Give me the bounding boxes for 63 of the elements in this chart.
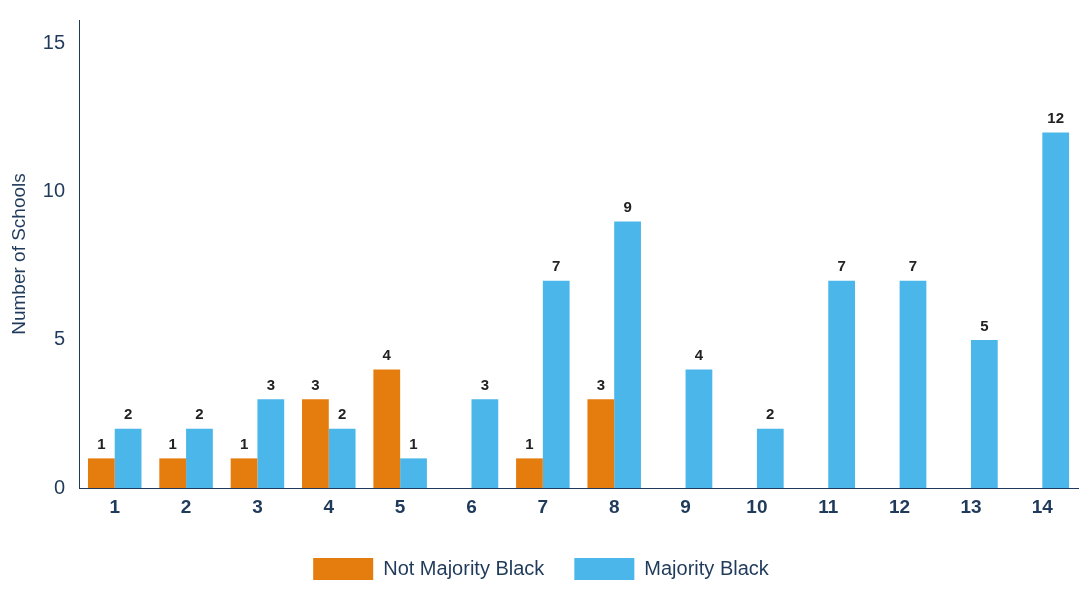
data-label: 2 [123, 405, 133, 423]
data-label: 3 [596, 375, 605, 393]
bar [542, 280, 570, 488]
y-tick-label: 0 [53, 475, 66, 498]
data-label: 5 [980, 316, 989, 334]
data-label: 1 [239, 435, 249, 453]
bar [257, 399, 285, 488]
data-label: 4 [694, 346, 704, 364]
data-label: 2 [195, 405, 204, 423]
bar [516, 458, 543, 488]
x-tick-label: 13 [960, 495, 982, 517]
data-label: 1 [168, 435, 177, 453]
bar [756, 428, 784, 488]
legend-label: Not Majority Black [383, 556, 546, 579]
bar [302, 399, 329, 488]
data-label: 7 [908, 257, 918, 275]
data-label: 3 [266, 375, 275, 393]
data-label: 12 [1047, 109, 1065, 127]
bar [587, 399, 615, 488]
x-tick-label: 9 [680, 495, 691, 517]
data-label: 1 [97, 435, 106, 453]
y-tick-label: 5 [53, 327, 66, 350]
bar [970, 339, 998, 488]
bar [87, 458, 115, 488]
bar [471, 399, 499, 488]
data-label: 9 [623, 198, 632, 216]
bar [159, 458, 187, 488]
x-tick-label: 1 [109, 495, 121, 517]
bar [328, 428, 356, 488]
legend-label: Majority Black [644, 556, 770, 579]
bar [1042, 132, 1070, 488]
bar [114, 428, 142, 488]
data-label: 7 [837, 257, 846, 275]
y-tick-label: 10 [42, 179, 66, 202]
data-label: 1 [525, 435, 534, 453]
x-tick-label: 7 [537, 495, 549, 517]
x-tick-label: 11 [818, 495, 839, 517]
x-tick-label: 3 [252, 495, 263, 517]
data-label: 2 [337, 405, 347, 423]
bar [828, 280, 856, 488]
data-label: 7 [552, 257, 561, 275]
data-label: 4 [382, 346, 392, 364]
x-tick-label: 8 [608, 495, 620, 517]
x-tick-label: 12 [889, 495, 911, 517]
data-label: 2 [766, 405, 775, 423]
bar [899, 280, 927, 488]
bar [614, 221, 641, 488]
bar [685, 369, 713, 488]
bar [373, 369, 401, 488]
data-label: 3 [480, 375, 490, 393]
x-tick-label: 2 [180, 495, 192, 517]
y-axis-title: Number of Schools [7, 173, 29, 335]
bar [186, 428, 213, 488]
data-label: 3 [311, 375, 320, 393]
bar [400, 458, 427, 488]
x-tick-label: 4 [323, 495, 335, 517]
data-label: 1 [409, 435, 418, 453]
x-tick-label: 6 [466, 495, 477, 517]
x-tick-label: 5 [394, 495, 406, 517]
x-tick-label: 14 [1031, 495, 1054, 517]
bar [230, 458, 258, 488]
y-tick-label: 15 [42, 31, 66, 54]
x-tick-label: 10 [746, 495, 768, 517]
